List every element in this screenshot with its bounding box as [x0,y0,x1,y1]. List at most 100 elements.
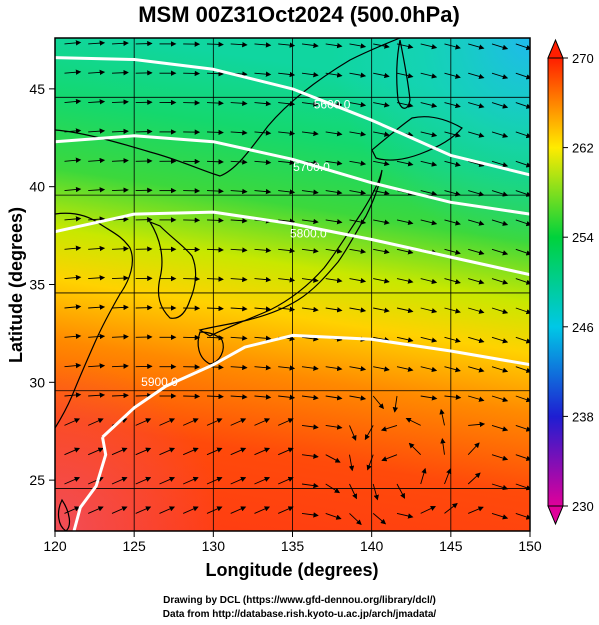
wind-arrow [230,476,247,485]
wind-arrow [183,506,199,514]
wind-arrow [230,188,248,195]
figure-title: MSM 00Z31Oct2024 (500.0hPa) [138,2,460,27]
colorbar-tick-label: 254 [572,230,594,245]
wind-arrow [396,336,414,343]
wind-arrow [444,502,458,514]
wind-arrow [468,336,485,344]
wind-arrow [278,247,296,254]
wind-arrow [468,160,485,168]
wind-arrow [468,43,485,50]
wind-arrow [468,72,485,80]
credit-line-drawing: Drawing by DCL (https://www.gfd-dennou.o… [163,595,436,606]
wind-arrow [491,131,509,138]
wind-arrow [325,483,341,494]
colorbar-tick-label: 246 [572,320,594,335]
wind-arrow [372,513,387,525]
coastline-sakhalin [396,39,411,109]
graticule [55,38,530,531]
wind-arrow [325,131,343,137]
wind-arrow [88,506,104,514]
wind-arrow [64,274,82,281]
wind-arrow [206,276,224,282]
wind-arrow [420,278,438,285]
height-contour-line [101,333,530,439]
wind-arrow [373,219,390,225]
wind-arrow [396,160,414,167]
height-contour-line [55,210,530,277]
wind-arrow [444,102,461,109]
colorbar-bottom-cap [547,505,564,526]
wind-arrow [396,366,414,372]
x-tick-label: 140 [360,538,384,554]
height-contour-label: 5600.0 [314,97,351,111]
wind-arrow [420,160,438,167]
wind-arrow [278,42,296,48]
wind-arrow [206,71,224,77]
wind-arrow [111,246,129,252]
wind-arrow [64,447,81,456]
wind-arrow [491,395,509,403]
wind-arrow [88,128,106,134]
wind-arrow [349,219,367,225]
wind-arrow [405,417,421,426]
wind-arrow [206,217,224,224]
wind-arrow [230,100,248,107]
wind-arrow [135,476,152,485]
wind-arrow [301,365,319,371]
wind-arrow [278,418,294,426]
wind-arrow [111,304,129,311]
wind-arrow [349,131,367,137]
wind-arrow [468,307,485,314]
wind-arrow [254,159,272,165]
wind-arrow [64,157,82,163]
wind-arrow [491,278,509,285]
wind-arrow [301,218,319,225]
wind-arrow [349,513,362,526]
wind-arrow [278,306,296,312]
wind-arrow [515,72,530,80]
x-tick-label: 145 [439,538,463,554]
wind-arrow [206,188,224,194]
wind-arrow [301,189,319,195]
wind-arrow [254,188,272,195]
wind-arrow [278,394,296,400]
height-contours: 5600.0 5700.0 5800.0 5900.0 [55,56,530,531]
wind-arrow [206,393,224,400]
wind-arrow [183,447,199,456]
wind-arrow [230,247,248,253]
wind-arrow [349,278,367,284]
wind-arrow [301,482,319,489]
wind-arrow [301,336,319,342]
wind-arrow [64,128,82,134]
wind-arrow [254,476,271,485]
colorbar-tick-label: 262 [572,141,594,156]
wind-arrow [349,248,367,254]
wind-arrow [278,476,294,485]
wind-arrow [64,506,81,514]
wind-arrow [373,72,390,79]
wind-arrow [373,307,390,313]
wind-arrow [420,72,438,79]
wind-arrow [230,418,247,426]
wind-arrow [491,102,509,109]
wind-arrow [88,216,106,222]
wind-arrow [444,307,461,314]
wind-arrow [64,186,82,193]
coastline-japan-kyushu [197,331,224,365]
wind-arrow [111,40,129,47]
wind-arrow [444,72,461,79]
wind-arrow [444,394,462,400]
wind-arrow [206,41,224,48]
wind-arrow [491,219,509,226]
wind-arrow [88,275,106,281]
wind-arrow [325,512,342,520]
wind-arrow [88,418,104,426]
wind-arrow [515,160,530,168]
wind-arrow [349,395,367,401]
plot-area: 5600.0 5700.0 5800.0 5900.0 [54,37,531,532]
wind-arrow [88,69,106,76]
wind-arrow [64,69,82,75]
wind-arrow [373,160,390,167]
wind-arrow [301,306,319,313]
wind-arrow [373,131,390,137]
